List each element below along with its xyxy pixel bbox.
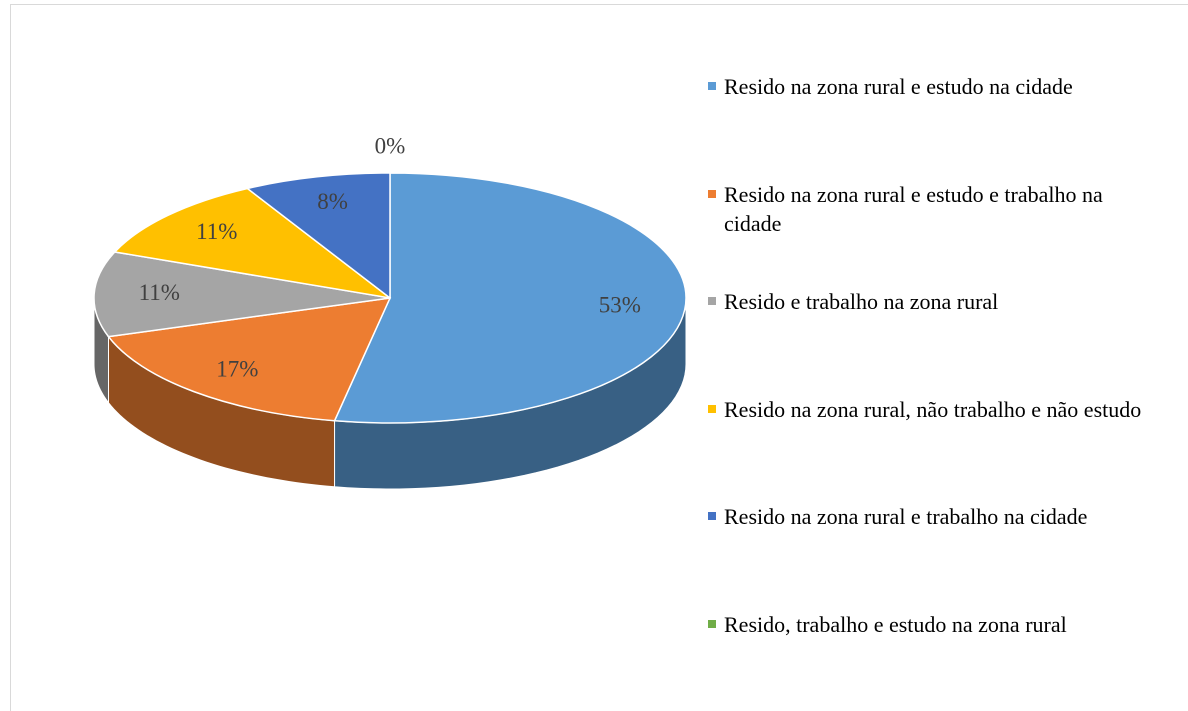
legend-label: Resido na zona rural e estudo na cidade [724, 74, 1073, 99]
data-label: 8% [317, 189, 348, 214]
legend-label: Resido, trabalho e estudo na zona rural [724, 611, 1067, 637]
legend-swatch [708, 297, 716, 305]
legend-swatch [708, 404, 716, 413]
legend-swatch [708, 82, 716, 90]
legend-item: Resido na zona rural, não trabalho e não… [708, 395, 1164, 424]
legend-label: Resido na zona rural e trabalho na cidad… [724, 504, 1088, 529]
legend-item: Resido e trabalho na zona rural [708, 287, 1164, 316]
data-label: 11% [196, 219, 237, 244]
legend-swatch [708, 189, 716, 198]
legend-item: Resido na zona rural e estudo na cidade [708, 72, 1164, 101]
legend-swatch [708, 619, 716, 628]
legend-label: Resido e trabalho na zona rural [724, 289, 999, 314]
slice [93, 251, 391, 338]
frame [10, 4, 1188, 711]
slice [107, 297, 392, 422]
legend-label: Resido na zona rural, não trabalho e não… [724, 396, 1142, 422]
data-label: 17% [216, 356, 258, 381]
slice [245, 172, 391, 300]
data-label: 11% [139, 280, 180, 305]
legend-item: Resido na zona rural e estudo e trabalho… [708, 180, 1164, 238]
legend-label: Resido na zona rural e estudo e trabalho… [724, 181, 1103, 236]
legend-item: Resido, trabalho e estudo na zona rural [708, 610, 1164, 639]
legend-item: Resido na zona rural e trabalho na cidad… [708, 502, 1164, 531]
slice [113, 187, 391, 299]
legend-swatch [708, 512, 716, 520]
data-label: 0% [375, 133, 406, 158]
data-label: 53% [599, 292, 641, 317]
slice [333, 172, 687, 424]
